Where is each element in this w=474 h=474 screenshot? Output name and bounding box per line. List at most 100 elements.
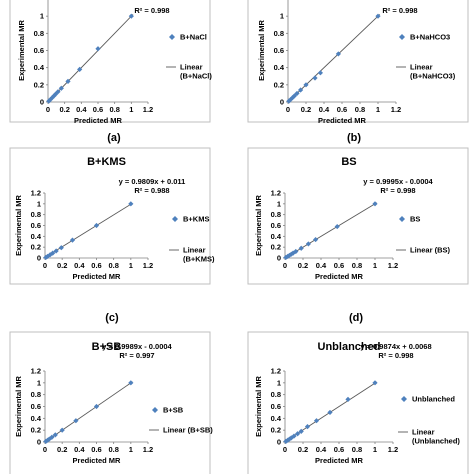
x-tick-label: 0.2 (59, 105, 69, 114)
data-point (58, 85, 64, 91)
x-axis-label: Predicted MR (73, 456, 122, 465)
y-tick-label: 1 (40, 12, 44, 21)
y-tick-label: 1 (277, 199, 281, 208)
x-tick-label: 0.4 (74, 261, 85, 270)
r-squared: R² = 0.998 (382, 6, 417, 15)
data-point (69, 237, 76, 243)
data-point (128, 201, 134, 207)
y-tick-label: 1 (37, 378, 41, 387)
legend-marker (399, 216, 405, 222)
x-tick-label: 0.4 (319, 105, 330, 114)
y-tick-label: 0.4 (271, 414, 282, 423)
panel-caption: (b) (347, 132, 361, 144)
x-tick-label: 0.6 (91, 261, 101, 270)
data-point (334, 223, 340, 230)
data-point (327, 409, 333, 416)
y-tick-label: 0.6 (271, 221, 281, 230)
chart-title: B+SB (92, 341, 122, 353)
legend-label: Unblanched (412, 395, 455, 404)
x-tick-label: 0 (283, 445, 287, 454)
data-point (44, 437, 51, 443)
x-tick-label: 0.6 (93, 105, 103, 114)
x-tick-label: 1 (373, 445, 377, 454)
y-tick-label: 0.2 (34, 80, 44, 89)
data-point (73, 418, 79, 424)
y-tick-label: 0.2 (31, 426, 41, 435)
chart-frame (9, 331, 211, 474)
y-tick-label: 0.8 (271, 390, 281, 399)
y-tick-label: 0.4 (274, 63, 285, 72)
r-squared: R² = 0.998 (378, 351, 413, 360)
x-tick-label: 0 (43, 445, 47, 454)
data-point (375, 13, 381, 19)
data-point (298, 428, 304, 434)
x-tick-label: 0.6 (337, 105, 347, 114)
data-point (372, 380, 378, 386)
x-tick-label: 0 (43, 261, 47, 270)
trendline (287, 14, 381, 103)
x-tick-label: 1 (373, 261, 377, 270)
legend-label: B+NaCl (180, 33, 207, 42)
data-point (283, 254, 289, 261)
data-point (65, 78, 71, 84)
data-point (295, 431, 301, 437)
y-tick-label: 0.4 (31, 414, 42, 423)
x-tick-label: 0.2 (301, 105, 311, 114)
y-tick-label: 0.6 (274, 46, 284, 55)
x-tick-label: 0.6 (91, 445, 101, 454)
data-point (291, 433, 297, 439)
x-tick-label: 0.8 (109, 105, 119, 114)
data-point (298, 87, 304, 93)
chart-panel-3: 0 0.2 0.4 0.6 0.8 1 1.200.20.40.60.811.2Predic… (247, 147, 469, 285)
x-tick-label: 1 (129, 445, 133, 454)
y-tick-label: 0 (37, 438, 41, 447)
y-tick-label: 0.2 (31, 243, 41, 252)
data-point (46, 98, 52, 104)
legend-label: B+NaHCO3 (410, 33, 450, 42)
data-point (290, 250, 296, 256)
x-tick-label: 0.8 (352, 445, 362, 454)
y-axis-label: Experimental MR (14, 194, 23, 255)
data-point (93, 222, 100, 229)
data-point (77, 66, 83, 72)
chart-panel-0: 0 0.2 0.4 0.6 0.8 1 1.2 0 0.2 0.4 0.6 0.8 1 Predicted… (9, 0, 212, 125)
y-tick-label: 0 (277, 438, 281, 447)
y-tick-label: 0.2 (274, 80, 284, 89)
data-point (128, 13, 134, 19)
legend-label: Linear (B+NaCl) (180, 63, 212, 81)
data-point (293, 248, 299, 255)
y-tick-label: 1.2 (31, 367, 41, 376)
chart-panel-1: 0 0.2 0.4 0.6 0.8 1 1.2 0 0.2 0.4 0.6 0.8 1 Predicted… (247, 0, 469, 125)
data-point (95, 46, 101, 52)
trendline-equation: y = 0.9874x + 0.0068 (360, 342, 431, 351)
y-tick-label: 0.2 (271, 426, 281, 435)
y-tick-label: 0 (277, 254, 281, 263)
data-point (313, 236, 319, 243)
data-point (53, 248, 59, 254)
data-point (312, 75, 318, 81)
y-tick-label: 1.2 (31, 189, 41, 198)
y-axis-label: Experimental MR (17, 19, 26, 80)
y-tick-label: 1 (37, 199, 41, 208)
data-point (285, 437, 291, 443)
data-point (305, 241, 311, 247)
x-tick-label: 0.2 (57, 261, 67, 270)
data-point (59, 427, 65, 433)
x-tick-label: 0.4 (316, 445, 327, 454)
y-tick-label: 0.8 (274, 29, 284, 38)
trendline-equation: y = 0.9995x - 0.0004 (363, 177, 433, 186)
data-point (128, 380, 134, 386)
y-tick-label: 0.4 (271, 232, 282, 241)
data-point (58, 245, 64, 251)
x-tick-label: 0.6 (334, 445, 344, 454)
x-axis-label: Predicted MR (73, 272, 122, 281)
chart-title: BS (341, 156, 356, 168)
y-tick-label: 1.2 (271, 189, 281, 198)
y-tick-label: 0.2 (271, 243, 281, 252)
data-point (43, 254, 49, 261)
y-axis-label: Experimental MR (257, 19, 266, 80)
y-tick-label: 0 (37, 254, 41, 263)
y-tick-label: 1 (280, 12, 284, 21)
x-tick-label: 1.2 (143, 445, 153, 454)
data-point (49, 434, 55, 440)
